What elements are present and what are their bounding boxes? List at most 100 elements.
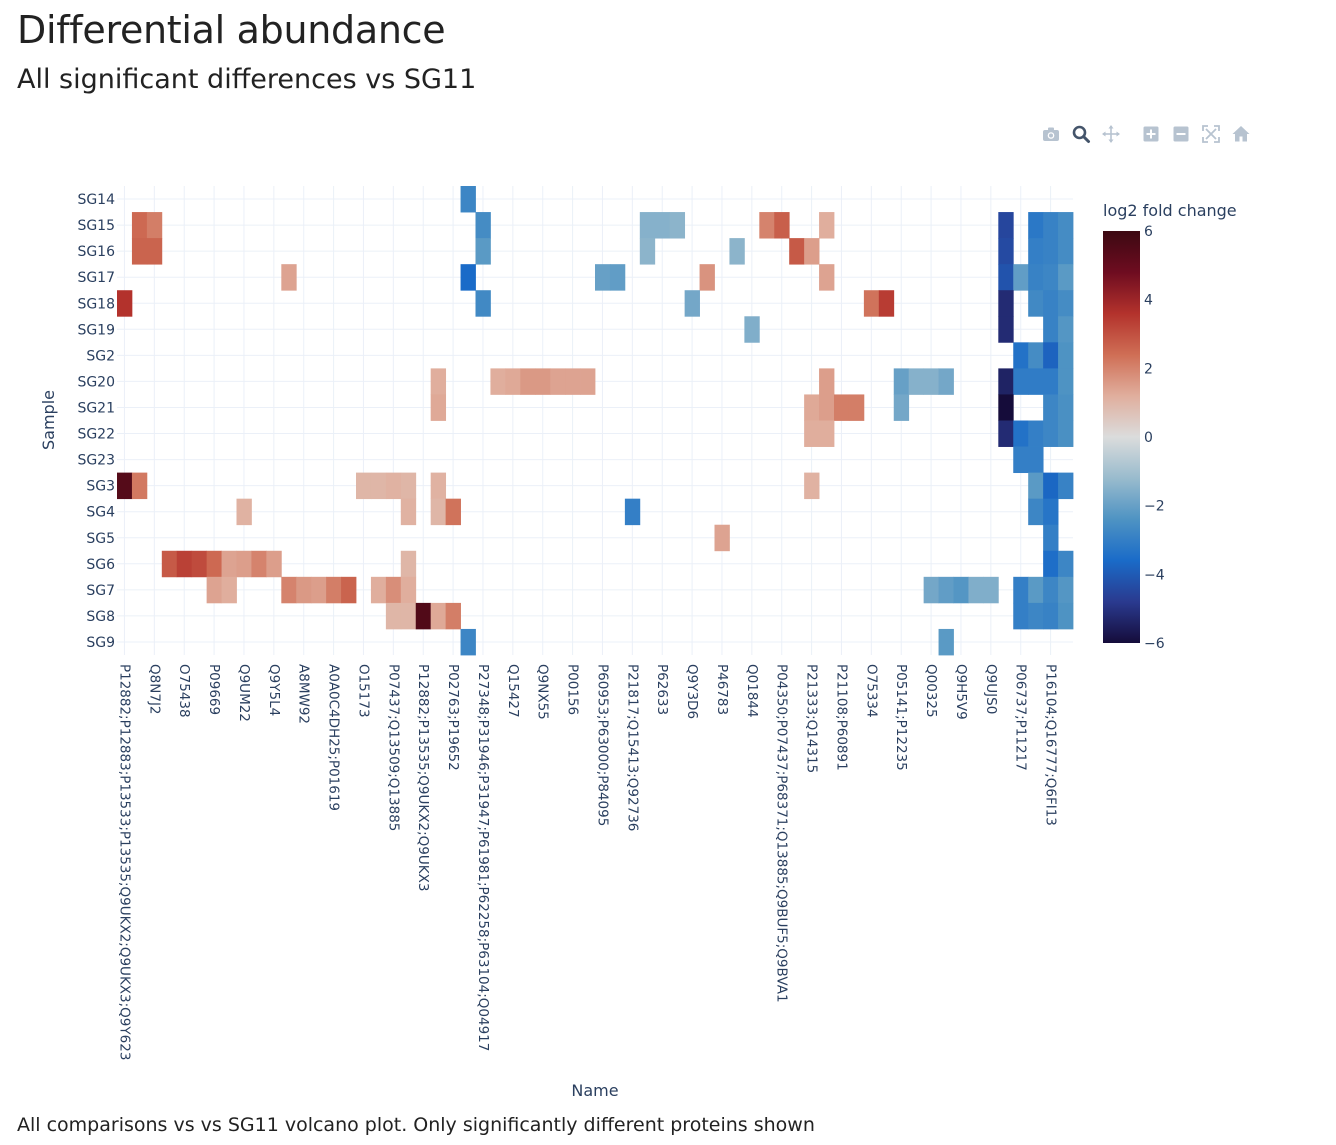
heatmap-cell[interactable]: [699, 264, 715, 291]
heatmap-cell[interactable]: [266, 550, 282, 578]
heatmap-cell[interactable]: [475, 290, 491, 317]
heatmap-cell[interactable]: [206, 550, 222, 578]
heatmap-cell[interactable]: [460, 628, 476, 656]
heatmap-cell[interactable]: [1058, 550, 1074, 578]
heatmap-cell[interactable]: [580, 368, 596, 395]
heatmap-cell[interactable]: [475, 212, 491, 239]
heatmap-cell[interactable]: [1043, 498, 1059, 526]
heatmap-cell[interactable]: [400, 576, 417, 604]
heatmap-cell[interactable]: [1013, 576, 1029, 604]
heatmap-cell[interactable]: [804, 238, 820, 265]
heatmap-cell[interactable]: [729, 238, 745, 265]
heatmap-cell[interactable]: [774, 212, 790, 239]
heatmap-cell[interactable]: [385, 602, 402, 630]
heatmap-cell[interactable]: [251, 550, 267, 578]
heatmap-cell[interactable]: [819, 264, 835, 291]
heatmap-cell[interactable]: [1043, 342, 1059, 369]
heatmap-cell[interactable]: [1013, 368, 1029, 395]
heatmap-cell[interactable]: [1028, 368, 1044, 395]
heatmap-cell[interactable]: [356, 472, 372, 500]
heatmap-cell[interactable]: [1043, 602, 1059, 630]
heatmap-cell[interactable]: [370, 472, 387, 500]
autoscale-button[interactable]: [1196, 122, 1226, 146]
heatmap-cell[interactable]: [968, 576, 984, 604]
heatmap-cell[interactable]: [983, 576, 999, 604]
heatmap-cell[interactable]: [565, 368, 581, 395]
heatmap-cell[interactable]: [938, 576, 954, 604]
heatmap-cell[interactable]: [131, 212, 148, 239]
heatmap-cell[interactable]: [654, 212, 671, 239]
heatmap-cell[interactable]: [609, 264, 626, 291]
heatmap-cell[interactable]: [550, 368, 566, 395]
heatmap-cell[interactable]: [1058, 368, 1074, 395]
heatmap-cell[interactable]: [236, 550, 252, 578]
heatmap-cell[interactable]: [1058, 472, 1074, 500]
heatmap-cell[interactable]: [520, 368, 536, 395]
heatmap-cell[interactable]: [819, 420, 835, 447]
heatmap-cell[interactable]: [326, 576, 342, 604]
heatmap-cell[interactable]: [1058, 290, 1074, 317]
heatmap-cell[interactable]: [1013, 602, 1029, 630]
heatmap-cell[interactable]: [535, 368, 551, 395]
heatmap-cell[interactable]: [430, 368, 447, 395]
heatmap-cell[interactable]: [998, 212, 1014, 239]
heatmap-cell[interactable]: [1058, 238, 1074, 265]
heatmap-cell[interactable]: [146, 238, 163, 265]
heatmap-cell[interactable]: [998, 420, 1014, 447]
heatmap-cell[interactable]: [176, 550, 193, 578]
heatmap-cell[interactable]: [639, 212, 656, 239]
heatmap-cell[interactable]: [848, 394, 865, 421]
heatmap-cell[interactable]: [1028, 212, 1044, 239]
heatmap-cell[interactable]: [1043, 368, 1059, 395]
heatmap-cell[interactable]: [490, 368, 506, 395]
heatmap-cell[interactable]: [206, 576, 222, 604]
heatmap-cell[interactable]: [998, 316, 1014, 343]
heatmap-cell[interactable]: [341, 576, 357, 604]
heatmap-cell[interactable]: [400, 550, 417, 578]
heatmap-cell[interactable]: [281, 264, 297, 291]
heatmap-cell[interactable]: [1058, 602, 1074, 630]
heatmap-cell[interactable]: [998, 394, 1014, 421]
heatmap-cell[interactable]: [1028, 498, 1044, 526]
heatmap-cell[interactable]: [460, 264, 476, 291]
zoom-button[interactable]: [1066, 122, 1096, 146]
heatmap-cell[interactable]: [311, 576, 327, 604]
heatmap-cell[interactable]: [834, 394, 850, 421]
heatmap-cell[interactable]: [669, 212, 686, 239]
heatmap-cell[interactable]: [804, 472, 820, 500]
heatmap-cell[interactable]: [714, 524, 730, 552]
heatmap-cell[interactable]: [923, 368, 939, 395]
heatmap-cell[interactable]: [1043, 316, 1059, 343]
heatmap-cell[interactable]: [893, 394, 910, 421]
heatmap-cell[interactable]: [744, 316, 760, 343]
heatmap-cell[interactable]: [1043, 264, 1059, 291]
heatmap-cell[interactable]: [878, 290, 895, 317]
heatmap-cell[interactable]: [938, 368, 954, 395]
heatmap-cell[interactable]: [400, 472, 417, 500]
heatmap-cell[interactable]: [146, 212, 163, 239]
heatmap-cell[interactable]: [1043, 472, 1059, 500]
heatmap-cell[interactable]: [804, 394, 820, 421]
heatmap-cell[interactable]: [938, 628, 954, 656]
heatmap-cell[interactable]: [1013, 264, 1029, 291]
heatmap-cell[interactable]: [445, 498, 461, 526]
heatmap-cell[interactable]: [445, 602, 461, 630]
heatmap-cell[interactable]: [281, 576, 297, 604]
heatmap-cell[interactable]: [1028, 472, 1044, 500]
heatmap-cell[interactable]: [1058, 264, 1074, 291]
heatmap-cell[interactable]: [460, 186, 476, 213]
heatmap-cell[interactable]: [1058, 342, 1074, 369]
heatmap-cell[interactable]: [1013, 446, 1029, 474]
heatmap-cell[interactable]: [998, 290, 1014, 317]
heatmap-cell[interactable]: [475, 238, 491, 265]
heatmap-cell[interactable]: [131, 472, 148, 500]
heatmap-cell[interactable]: [1058, 576, 1074, 604]
heatmap-cell[interactable]: [161, 550, 178, 578]
heatmap-cell[interactable]: [1028, 446, 1044, 474]
heatmap-cell[interactable]: [1043, 212, 1059, 239]
heatmap-cell[interactable]: [296, 576, 312, 604]
heatmap-cell[interactable]: [1028, 290, 1044, 317]
heatmap-cell[interactable]: [1043, 290, 1059, 317]
heatmap-cell[interactable]: [998, 368, 1014, 395]
heatmap-cell[interactable]: [953, 576, 969, 604]
